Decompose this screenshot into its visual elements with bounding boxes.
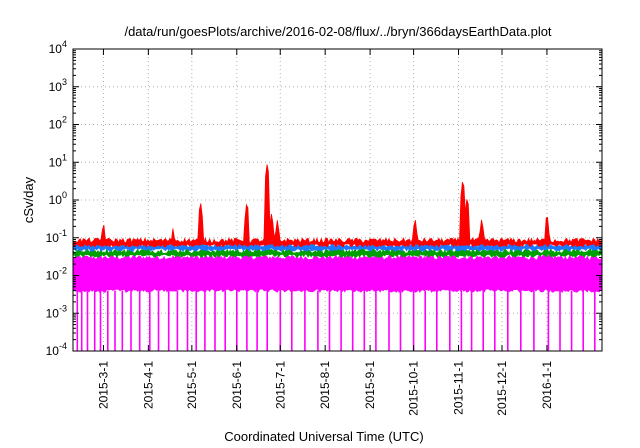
series-dropout <box>304 290 306 352</box>
series-dropout <box>266 290 268 352</box>
series-dropout <box>399 290 402 352</box>
series-dropout <box>482 290 484 352</box>
y-tick-label: 10-3 <box>46 303 67 320</box>
series-dropout <box>138 290 141 352</box>
series-dropout <box>186 290 189 352</box>
y-tick-label: 104 <box>49 39 67 56</box>
series-dropout <box>167 290 170 352</box>
x-tick-label: 2015-6-1 <box>230 361 244 409</box>
series-dropout <box>449 290 451 352</box>
y-tick-label: 101 <box>49 152 67 169</box>
series-dropout <box>375 290 377 352</box>
series-layer <box>72 164 603 352</box>
series-dropout <box>93 290 96 352</box>
x-axis: 2015-3-1 2015-4-1 2015-5-1 2015-6-1 2015-7-1… <box>96 49 554 416</box>
y-tick-label: 10-2 <box>46 266 67 283</box>
series-dropout <box>224 290 226 352</box>
y-axis-label: cSv/day <box>21 176 36 223</box>
series-dropout <box>328 290 331 352</box>
series-dropout <box>547 290 550 352</box>
series-dropout <box>412 290 415 352</box>
series-dropout <box>582 290 584 352</box>
x-tick-label: 2015-9-1 <box>363 361 377 409</box>
series-dropout <box>436 290 438 352</box>
x-axis-label: Coordinated Universal Time (UTC) <box>224 429 423 444</box>
series-dropout <box>559 290 561 352</box>
series-dropout <box>176 290 179 352</box>
series-dropout <box>86 290 89 352</box>
series-dropout <box>279 290 282 352</box>
series-dropout <box>388 290 390 352</box>
y-tick-label: 100 <box>49 190 67 207</box>
series-dropout <box>340 290 342 352</box>
y-axis: 10-4 10-3 10-2 10-1 100 101 102 103 104 <box>46 39 602 358</box>
y-tick-label: 103 <box>49 77 67 94</box>
series-dropout <box>533 290 535 352</box>
series-dropout <box>236 290 238 352</box>
x-tick-label: 2015-8-1 <box>318 361 332 409</box>
series-dropout <box>114 290 116 352</box>
series-dropout <box>494 290 496 352</box>
x-tick-label: 2015-4-1 <box>141 361 155 409</box>
x-tick-label: 2015-7-1 <box>273 361 287 409</box>
y-tick-label: 10-1 <box>46 228 67 245</box>
series-dropout <box>76 290 79 352</box>
chart-title: /data/run/goesPlots/archive/2016-02-08/f… <box>124 24 551 39</box>
x-tick-label: 2016-1-1 <box>540 361 554 409</box>
x-tick-label: 2015-12-1 <box>495 361 509 416</box>
series-dropout <box>157 290 160 352</box>
series-dropout <box>594 290 596 352</box>
series-dropout <box>246 290 248 352</box>
y-tick-label: 10-4 <box>46 341 67 358</box>
x-tick-label: 2015-5-1 <box>185 361 199 409</box>
series-dropout <box>99 290 102 352</box>
x-tick-label: 2015-11-1 <box>452 361 466 415</box>
x-tick-label: 2015-3-1 <box>96 361 110 409</box>
series-area <box>72 254 603 294</box>
series-dropout <box>214 290 216 352</box>
series-dropout <box>204 290 206 352</box>
series-dropout <box>149 290 151 352</box>
series-dropout <box>291 290 293 352</box>
series-dropout <box>570 290 573 352</box>
x-tick-label: 2015-10-1 <box>407 361 421 416</box>
series-dropout <box>424 290 426 352</box>
series-dropout <box>256 290 258 352</box>
y-tick-label: 102 <box>49 115 67 132</box>
series-dropout <box>121 290 124 352</box>
series-dropout <box>317 290 319 352</box>
series-dropout <box>460 290 463 352</box>
series-dropout <box>80 290 83 352</box>
series-dropout <box>195 290 197 352</box>
series-dropout <box>363 290 366 352</box>
series-dropout <box>470 290 473 352</box>
series-dropout <box>520 290 522 352</box>
series-dropout <box>351 290 354 352</box>
series-dropout <box>507 290 509 352</box>
series-dropout <box>107 290 109 352</box>
series-dropout <box>130 290 132 352</box>
